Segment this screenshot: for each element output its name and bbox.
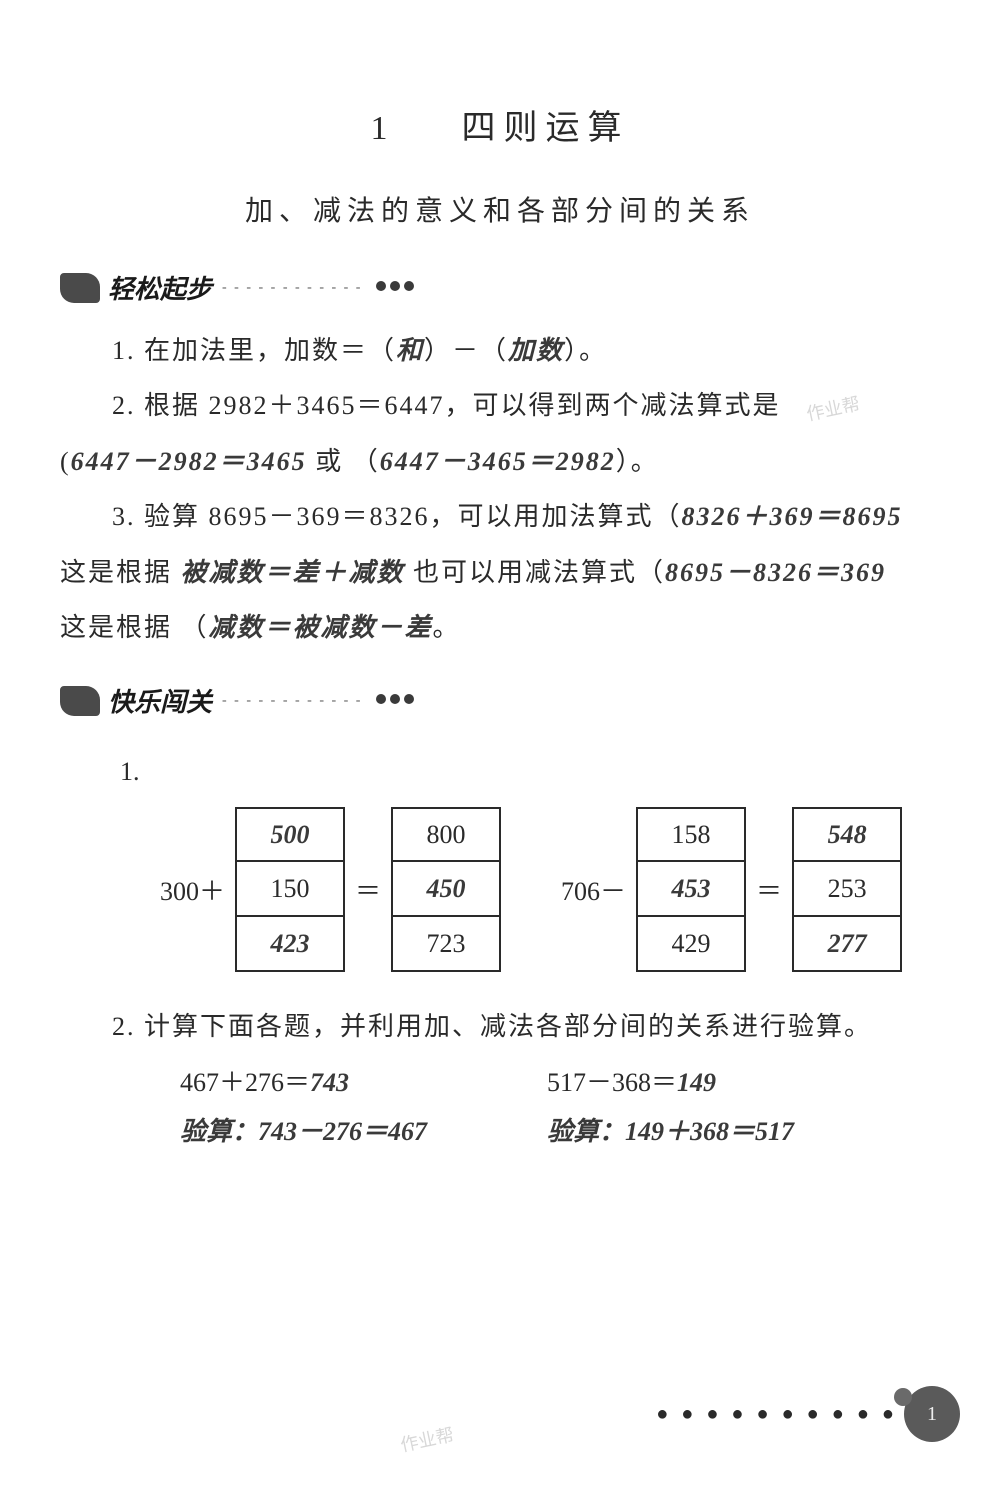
q2-left-col: 467＋276＝743 验算：743－276＝467 bbox=[180, 1058, 427, 1157]
right-prefix: 706－ bbox=[561, 871, 626, 908]
q2-right-check-label: 验算： bbox=[547, 1117, 625, 1146]
cell: 723 bbox=[391, 917, 501, 972]
q3-ans3: 8695－8326＝369 bbox=[665, 558, 886, 587]
right-colB: 548 253 277 bbox=[792, 807, 902, 972]
left-colA: 500 150 423 bbox=[235, 807, 345, 972]
q1-suffix: ）。 bbox=[564, 336, 607, 365]
q3-ans4: 减数＝被减数－差 bbox=[209, 613, 433, 642]
q3-line3: 这是根据 （减数＝被减数－差。 bbox=[60, 603, 940, 652]
right-colA: 158 453 429 bbox=[636, 807, 746, 972]
q2-ans1: 6447－2982＝3465 bbox=[71, 447, 307, 476]
q3-l2a: 这是根据 bbox=[60, 558, 181, 587]
small-dot-icon bbox=[894, 1388, 912, 1406]
left-colB: 800 450 723 bbox=[391, 807, 501, 972]
q1-ans2: 加数 bbox=[508, 336, 564, 365]
q2-work-row: 467＋276＝743 验算：743－276＝467 517－368＝149 验… bbox=[180, 1058, 940, 1157]
chapter-name: 四则运算 bbox=[462, 110, 630, 147]
q3-line2: 这是根据 被减数＝差＋减数 也可以用减法算式（8695－8326＝369 bbox=[60, 548, 940, 597]
q2-right-ans: 149 bbox=[677, 1068, 716, 1097]
chapter-title: 1 四则运算 bbox=[60, 100, 940, 149]
cell: 800 bbox=[391, 807, 501, 862]
section1-header: 轻松起步 - - - - - - - - - - - - bbox=[60, 269, 940, 306]
q2-open: ( bbox=[60, 447, 71, 476]
watermark: 作业帮 bbox=[398, 1421, 456, 1458]
q2-right-col: 517－368＝149 验算：149＋368＝517 bbox=[547, 1058, 794, 1157]
book-icon bbox=[60, 273, 100, 303]
divider-dots: - - - - - - - - - - - - bbox=[222, 280, 416, 296]
q2-left-expr: 467＋276＝ bbox=[180, 1068, 310, 1097]
q2-mid: 或 （ bbox=[307, 447, 380, 476]
cell: 277 bbox=[792, 917, 902, 972]
cell: 150 bbox=[235, 862, 345, 917]
q2-prompt: 2. 计算下面各题，并利用加、减法各部分间的关系进行验算。 bbox=[60, 1002, 940, 1051]
cell: 158 bbox=[636, 807, 746, 862]
q3-l1a: 3. 验算 8695－369＝8326，可以用加法算式（ bbox=[112, 502, 682, 531]
chapter-number: 1 bbox=[371, 110, 396, 147]
divider-dots-2: - - - - - - - - - - - - bbox=[222, 693, 416, 709]
q2-ans2: 6447－3465＝2982 bbox=[380, 447, 616, 476]
q3-ans1: 8326＋369＝8695 bbox=[682, 502, 903, 531]
q2-left-check: 743－276＝467 bbox=[258, 1117, 427, 1146]
tables-row: 300＋ 500 150 423 ＝ 800 450 723 706－ 158 … bbox=[160, 807, 940, 972]
q3-l3a: 这是根据 （ bbox=[60, 613, 209, 642]
equals-sign: ＝ bbox=[756, 871, 782, 908]
q1-ans1: 和 bbox=[396, 336, 424, 365]
cell: 429 bbox=[636, 917, 746, 972]
cell: 500 bbox=[235, 807, 345, 862]
q2-right-expr: 517－368＝ bbox=[547, 1068, 677, 1097]
cell: 423 bbox=[235, 917, 345, 972]
q2-suffix: ）。 bbox=[616, 447, 659, 476]
section1-label: 轻松起步 bbox=[108, 269, 212, 306]
q3-ans2: 被减数＝差＋减数 bbox=[181, 558, 405, 587]
q2-right-check: 149＋368＝517 bbox=[625, 1117, 794, 1146]
cell: 253 bbox=[792, 862, 902, 917]
section2-header: 快乐闯关 - - - - - - - - - - - - bbox=[60, 682, 940, 719]
q2-line2: (6447－2982＝3465 或 （6447－3465＝2982）。 bbox=[60, 437, 940, 486]
q2-left-check-label: 验算： bbox=[180, 1117, 258, 1146]
section2-label: 快乐闯关 bbox=[108, 682, 212, 719]
corner-dots-icon: ● ● ● ● ● ● ● ● ● ● bbox=[656, 1403, 898, 1426]
q3-l2b: 也可以用减法算式（ bbox=[405, 558, 666, 587]
eq-group-right: 706－ 158 453 429 ＝ 548 253 277 bbox=[561, 807, 902, 972]
page-number: 1 bbox=[927, 1403, 937, 1426]
q2-left-ans: 743 bbox=[310, 1068, 349, 1097]
eq-group-left: 300＋ 500 150 423 ＝ 800 450 723 bbox=[160, 807, 501, 972]
cell: 548 bbox=[792, 807, 902, 862]
cell: 453 bbox=[636, 862, 746, 917]
page-number-badge: 1 bbox=[904, 1386, 960, 1442]
cell: 450 bbox=[391, 862, 501, 917]
runner-icon bbox=[60, 686, 100, 716]
q1-number: 1. bbox=[120, 757, 140, 787]
equals-sign: ＝ bbox=[355, 871, 381, 908]
q3-line1: 3. 验算 8695－369＝8326，可以用加法算式（8326＋369＝869… bbox=[60, 492, 940, 541]
q1-mid: ）－（ bbox=[424, 336, 508, 365]
q3-l3b: 。 bbox=[433, 613, 461, 642]
q1-prefix: 1. 在加法里，加数＝（ bbox=[112, 336, 396, 365]
left-prefix: 300＋ bbox=[160, 871, 225, 908]
page-corner: ● ● ● ● ● ● ● ● ● ● 1 bbox=[656, 1386, 960, 1442]
q1-line: 1. 在加法里，加数＝（和）－（加数）。 bbox=[60, 326, 940, 375]
page-subtitle: 加、减法的意义和各部分间的关系 bbox=[60, 189, 940, 229]
